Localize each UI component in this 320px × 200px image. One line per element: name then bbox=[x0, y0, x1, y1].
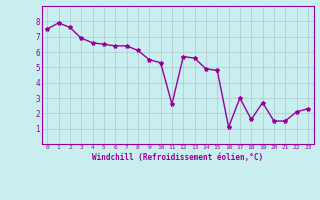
X-axis label: Windchill (Refroidissement éolien,°C): Windchill (Refroidissement éolien,°C) bbox=[92, 153, 263, 162]
